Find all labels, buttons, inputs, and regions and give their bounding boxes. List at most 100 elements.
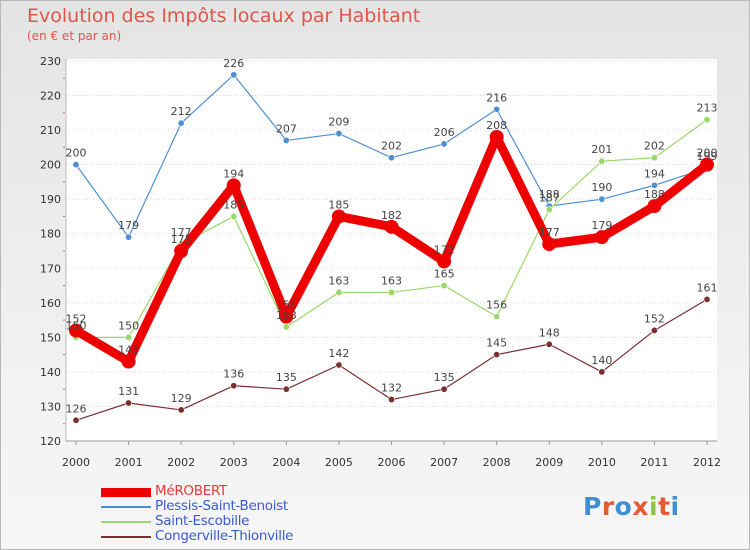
data-label: 136 — [223, 368, 244, 381]
data-point — [489, 130, 504, 144]
data-label: 188 — [539, 188, 560, 201]
data-point — [594, 230, 609, 245]
data-point — [226, 178, 241, 193]
data-label: 185 — [223, 198, 244, 211]
data-point — [493, 351, 501, 359]
data-label: 206 — [434, 126, 455, 139]
data-point — [125, 233, 133, 241]
y-tick-label: 130 — [40, 400, 61, 413]
data-point — [703, 116, 711, 124]
y-tick-label: 170 — [40, 262, 61, 275]
data-label: 188 — [644, 188, 665, 201]
data-point — [650, 181, 658, 189]
data-point — [598, 157, 606, 165]
data-label: 150 — [118, 319, 139, 332]
data-label: 200 — [697, 147, 718, 160]
data-label: 153 — [276, 309, 297, 322]
y-tick-label: 200 — [40, 159, 61, 172]
data-point — [177, 406, 185, 414]
data-point — [545, 206, 553, 214]
data-label: 175 — [171, 233, 192, 246]
chart-subtitle: (en € et par an) — [27, 29, 122, 43]
data-label: 163 — [328, 274, 349, 287]
data-label: 201 — [591, 143, 612, 156]
legend-label: MéROBERT — [155, 483, 227, 499]
x-tick-label: 2009 — [535, 456, 563, 469]
x-tick-label: 2011 — [640, 456, 668, 469]
data-label: 152 — [644, 312, 665, 325]
x-tick-label: 2006 — [378, 456, 406, 469]
data-point — [703, 295, 711, 303]
x-tick-label: 2008 — [483, 456, 511, 469]
data-point — [335, 361, 343, 369]
data-point — [69, 323, 83, 338]
data-label: 135 — [276, 371, 297, 384]
x-tick-label: 2002 — [167, 456, 195, 469]
data-point — [72, 161, 80, 169]
y-tick-label: 120 — [40, 435, 61, 448]
y-tick-label: 190 — [40, 193, 61, 206]
data-point — [72, 416, 80, 424]
data-point — [440, 385, 448, 393]
data-point — [387, 154, 395, 162]
data-point — [230, 71, 238, 79]
y-tick-label: 150 — [40, 331, 61, 344]
data-label: 132 — [381, 382, 402, 395]
data-label: 199 — [697, 150, 718, 163]
data-label: 212 — [171, 105, 192, 118]
data-point — [493, 313, 501, 321]
x-tick-label: 2004 — [272, 456, 300, 469]
data-label: 150 — [66, 319, 87, 332]
x-tick-label: 2001 — [115, 456, 143, 469]
data-point — [700, 157, 714, 172]
legend-label: Congerville-Thionville — [155, 528, 294, 544]
data-point — [282, 136, 290, 144]
data-point — [647, 199, 662, 214]
y-tick-label: 210 — [40, 124, 61, 137]
data-label: 156 — [276, 299, 297, 312]
data-point — [125, 333, 133, 341]
data-point — [440, 140, 448, 148]
x-tick-label: 2010 — [588, 456, 616, 469]
legend-swatch — [101, 536, 151, 538]
data-label: 208 — [486, 119, 507, 132]
data-point — [174, 244, 189, 258]
data-point — [598, 195, 606, 203]
data-label: 156 — [486, 299, 507, 312]
legend-label: Plessis-Saint-Benoist — [155, 498, 288, 514]
data-label: 161 — [697, 281, 718, 294]
legend-swatch — [101, 506, 151, 508]
data-label: 190 — [591, 181, 612, 194]
data-point — [650, 326, 658, 334]
data-label: 179 — [591, 219, 612, 232]
data-label: 165 — [434, 268, 455, 281]
data-label: 213 — [697, 102, 718, 115]
data-point — [121, 354, 136, 369]
data-point — [177, 119, 185, 127]
data-point — [331, 209, 346, 224]
data-label: 185 — [328, 198, 349, 211]
data-point — [279, 309, 294, 324]
data-label: 182 — [381, 209, 402, 222]
data-point — [437, 254, 452, 269]
data-label: 135 — [434, 371, 455, 384]
data-label: 148 — [539, 326, 560, 339]
data-label: 187 — [539, 192, 560, 205]
data-label: 194 — [644, 167, 665, 180]
data-point — [545, 340, 553, 348]
data-label: 177 — [539, 226, 560, 239]
y-tick-label: 220 — [40, 90, 61, 103]
data-label: 145 — [486, 337, 507, 350]
legend-swatch — [101, 488, 151, 497]
chart-title: Evolution des Impôts locaux par Habitant — [27, 5, 421, 27]
data-label: 143 — [118, 344, 139, 357]
data-point — [230, 382, 238, 390]
data-label: 131 — [118, 385, 139, 398]
data-point — [542, 237, 557, 252]
y-tick-label: 140 — [40, 366, 61, 379]
data-point — [125, 399, 133, 407]
x-tick-label: 2007 — [430, 456, 458, 469]
x-tick-label: 2000 — [62, 456, 90, 469]
